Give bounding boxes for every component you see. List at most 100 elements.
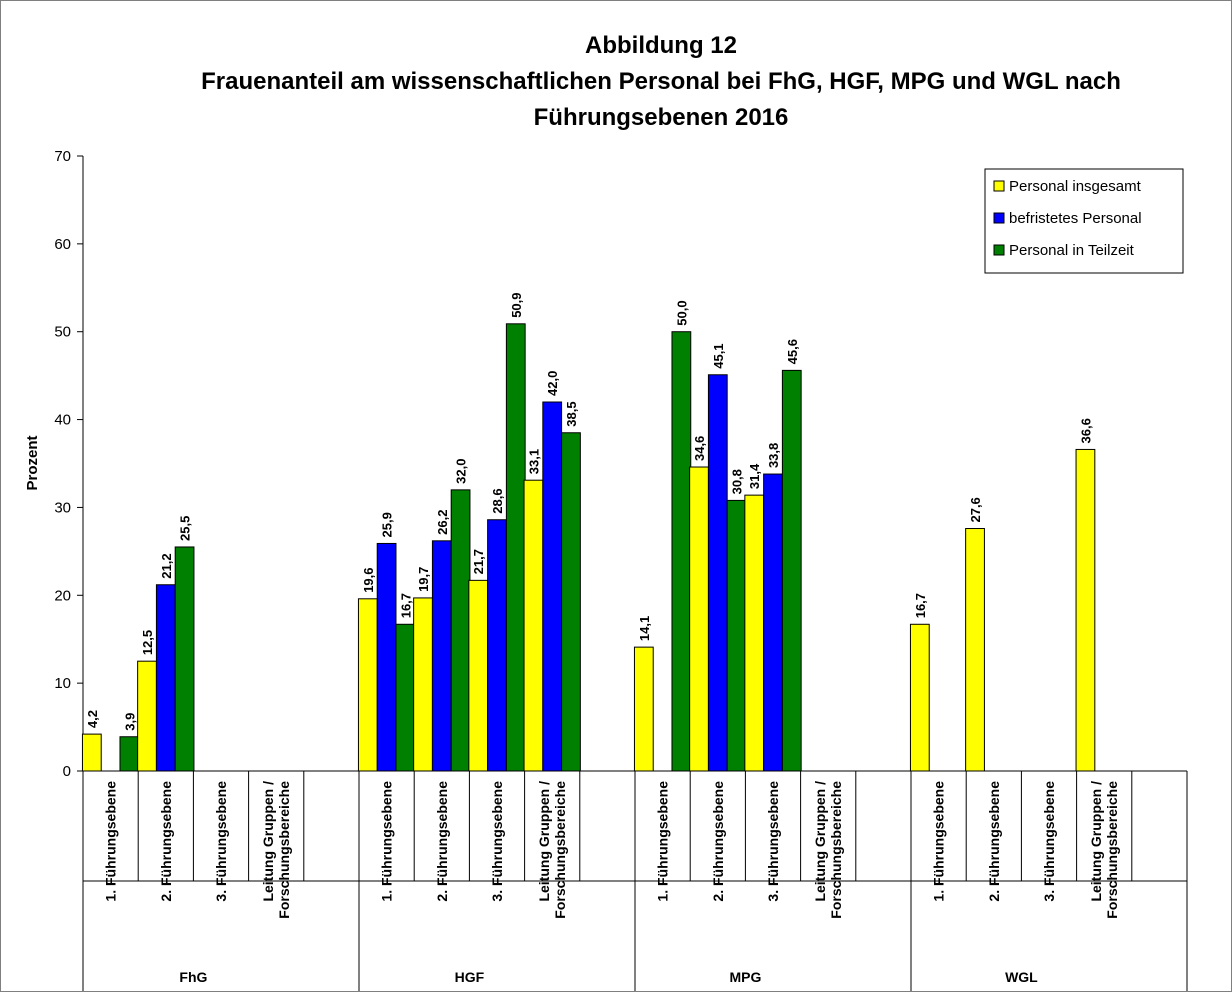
legend-swatch xyxy=(993,244,1005,256)
data-label: 25,5 xyxy=(178,516,193,541)
axes-layer: 0 10 20 30 40 50 60 70 1. Führungsebene 2. Führun… xyxy=(54,148,1188,991)
data-label: 16,7 xyxy=(913,593,928,618)
data-label: 19,6 xyxy=(361,567,376,592)
category-label: 2. Führungsebene xyxy=(434,781,450,902)
category-label: 3. Führungsebene xyxy=(1041,781,1057,902)
legend-box xyxy=(984,168,1184,274)
category-label: Leitung Gruppen / xyxy=(1088,781,1104,902)
data-label: 21,2 xyxy=(159,553,174,578)
bar-fhg-2-2 xyxy=(155,584,176,772)
category-label: Leitung Gruppen / xyxy=(260,781,276,902)
bar-mpg-1-1 xyxy=(633,646,654,772)
data-label: 50,9 xyxy=(509,292,524,317)
bars-layer xyxy=(81,323,1096,772)
category-label: Forschungsbereiche xyxy=(1104,781,1120,919)
category-label: Forschungsbereiche xyxy=(276,781,292,919)
bar-hgf-4-3 xyxy=(561,432,581,772)
category-label: Forschungsbereiche xyxy=(552,781,568,919)
bar-hgf-3-1 xyxy=(468,579,489,772)
bar-hgf-3-3 xyxy=(505,323,526,772)
data-label: 36,6 xyxy=(1078,418,1093,443)
legend: Personal insgesamt befristetes Personal Pe… xyxy=(984,168,1184,274)
bar-hgf-1-3 xyxy=(395,623,416,772)
data-label: 50,0 xyxy=(674,300,689,325)
y-tick-label: 40 xyxy=(54,412,71,429)
group-label: FhG xyxy=(179,969,207,985)
data-label: 19,7 xyxy=(416,567,431,592)
bar-wgl-1-1 xyxy=(909,623,930,772)
bar-hgf-1-1 xyxy=(357,598,378,772)
chart-title-line1: Abbildung 12 xyxy=(585,32,737,59)
y-tick-label: 0 xyxy=(63,763,71,780)
group-label: HGF xyxy=(455,969,485,985)
group-label: MPG xyxy=(729,969,761,985)
category-label: 1. Führungsebene xyxy=(379,781,395,902)
category-label: Leitung Gruppen / xyxy=(812,781,828,902)
data-label: 12,5 xyxy=(140,630,155,655)
category-label: 2. Führungsebene xyxy=(710,781,726,902)
bar-hgf-2-3 xyxy=(450,489,471,772)
category-label: 1. Führungsebene xyxy=(931,781,947,902)
y-tick-label: 30 xyxy=(54,499,71,516)
legend-items: Personal insgesamt befristetes Personal Pe… xyxy=(993,178,1142,259)
bar-hgf-2-1 xyxy=(413,597,433,772)
bar-mpg-2-2 xyxy=(707,374,728,772)
chart-title-line3: Führungsebenen 2016 xyxy=(534,104,789,131)
category-label: 3. Führungsebene xyxy=(213,781,229,902)
legend-label: Personal in Teilzeit xyxy=(1009,242,1135,259)
chart-title-line2: Frauenanteil am wissenschaftlichen Perso… xyxy=(201,68,1121,95)
category-label: 3. Führungsebene xyxy=(765,781,781,902)
data-label: 16,7 xyxy=(398,593,413,618)
data-label: 26,2 xyxy=(435,510,450,535)
labels-layer: 4,2 3,912,521,225,519,625,916,719,726,232… xyxy=(85,292,1094,730)
bar-hgf-4-1 xyxy=(523,479,544,772)
bar-mpg-3-2 xyxy=(763,473,783,772)
category-label: 1. Führungsebene xyxy=(655,781,671,902)
data-label: 33,1 xyxy=(526,449,541,474)
data-label: 45,1 xyxy=(711,343,726,368)
y-tick-label: 70 xyxy=(54,148,71,165)
y-tick-label: 60 xyxy=(54,236,71,253)
data-label: 38,5 xyxy=(564,401,579,426)
bar-wgl-4-1 xyxy=(1075,448,1096,772)
bar-fhg-1-1 xyxy=(81,733,102,772)
bar-hgf-1-2 xyxy=(376,542,397,772)
group-label: WGL xyxy=(1005,969,1038,985)
bar-wgl-2-1 xyxy=(965,528,985,772)
y-tick-label: 50 xyxy=(54,324,71,341)
bar-hgf-2-2 xyxy=(431,540,452,772)
data-label: 30,8 xyxy=(730,469,745,494)
data-label: 4,2 xyxy=(85,710,100,728)
legend-label: befristetes Personal xyxy=(1009,210,1142,227)
category-label: 1. Führungsebene xyxy=(103,781,119,902)
bar-hgf-3-2 xyxy=(487,519,507,772)
bar-mpg-2-3 xyxy=(726,499,747,772)
bar-mpg-1-3 xyxy=(671,331,692,772)
category-label: Leitung Gruppen / xyxy=(536,781,552,902)
y-tick-label: 10 xyxy=(54,675,71,692)
bar-hgf-4-2 xyxy=(542,401,563,772)
bar-fhg-2-1 xyxy=(137,660,157,772)
bar-fhg-1-3 xyxy=(119,736,140,772)
data-label: 14,1 xyxy=(637,616,652,641)
bar-mpg-3-3 xyxy=(781,369,802,772)
data-label: 27,6 xyxy=(968,497,983,522)
data-label: 21,7 xyxy=(471,549,486,574)
data-label: 45,6 xyxy=(785,339,800,364)
data-label: 33,8 xyxy=(766,443,781,468)
legend-swatch xyxy=(993,212,1005,224)
category-label: 2. Führungsebene xyxy=(158,781,174,902)
category-label: 2. Führungsebene xyxy=(986,781,1002,902)
data-label: 28,6 xyxy=(490,488,505,513)
bar-mpg-2-1 xyxy=(689,466,709,772)
data-label: 3,9 xyxy=(122,713,137,731)
legend-swatch xyxy=(993,180,1005,192)
y-axis-label: Prozent xyxy=(24,435,41,490)
category-label: 3. Führungsebene xyxy=(489,781,505,902)
bar-fhg-2-3 xyxy=(174,546,195,772)
data-label: 42,0 xyxy=(545,371,560,396)
data-label: 31,4 xyxy=(747,463,762,489)
bar-mpg-3-1 xyxy=(744,494,765,772)
y-tick-label: 20 xyxy=(54,587,71,604)
